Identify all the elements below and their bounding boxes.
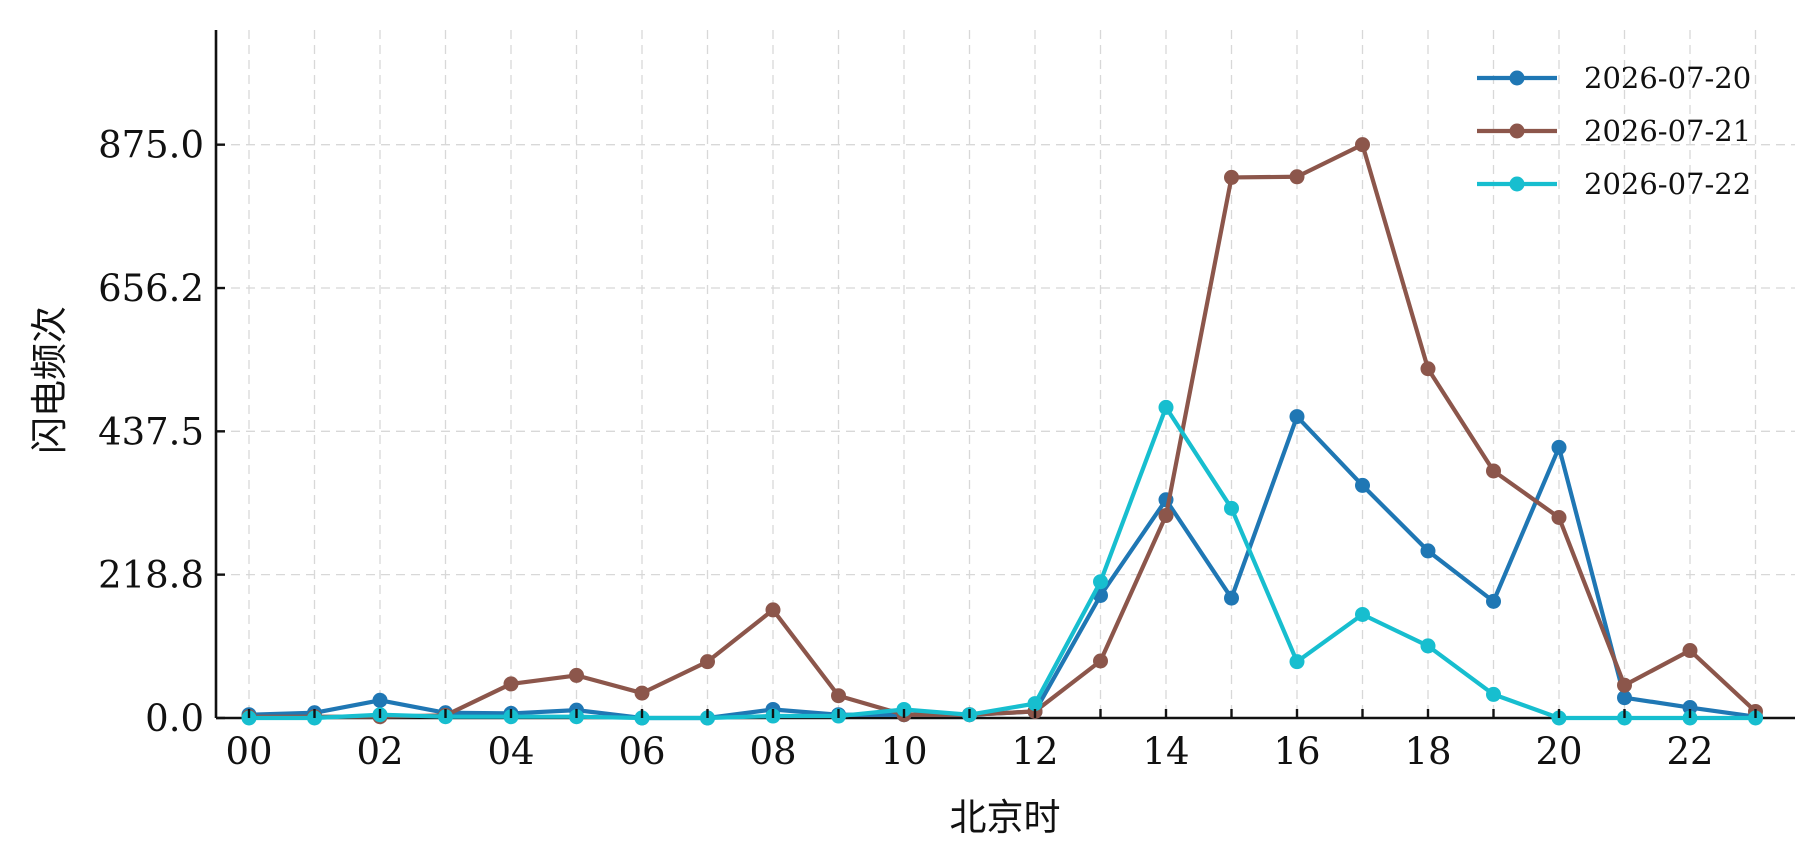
data-point — [503, 676, 519, 692]
data-point — [1486, 463, 1501, 479]
series-line — [249, 142, 1757, 719]
legend-item: 2026-07-22 — [1477, 167, 1751, 201]
legend-marker — [1509, 70, 1525, 86]
x-tick-label: 00 — [225, 730, 272, 773]
data-point — [1224, 500, 1239, 516]
data-point — [634, 685, 650, 701]
data-point — [569, 667, 584, 683]
series-2026-07-21 — [241, 137, 1763, 725]
data-point — [1158, 508, 1174, 524]
data-point — [1682, 643, 1698, 659]
data-point — [1027, 696, 1043, 712]
data-point — [1355, 606, 1370, 622]
data-point — [1158, 399, 1174, 415]
series-line — [248, 414, 1756, 721]
data-point — [1420, 361, 1436, 377]
data-point — [1551, 439, 1567, 455]
x-tick-label: 06 — [618, 730, 665, 773]
x-tick-label: 08 — [749, 730, 796, 773]
x-tick-label: 22 — [1666, 730, 1713, 773]
legend-label: 2026-07-20 — [1584, 61, 1751, 95]
data-point — [700, 654, 715, 670]
x-tick-label: 04 — [487, 730, 534, 773]
series-2026-07-20 — [241, 409, 1763, 726]
y-tick-label: 656.2 — [98, 267, 204, 310]
series-2026-07-22 — [241, 399, 1763, 726]
legend-marker — [1509, 123, 1525, 139]
x-tick-label: 20 — [1535, 730, 1582, 773]
x-tick-label: 12 — [1011, 730, 1058, 773]
data-point — [372, 692, 388, 708]
data-point — [1355, 477, 1370, 493]
data-point — [1617, 677, 1632, 693]
data-point — [1551, 509, 1567, 525]
data-point — [1093, 574, 1108, 590]
x-tick-label: 02 — [356, 730, 403, 773]
data-point — [1617, 690, 1632, 706]
x-axis-title: 北京时 — [950, 796, 1061, 839]
series-line — [249, 405, 1756, 721]
data-point — [1289, 409, 1305, 425]
legend-item: 2026-07-21 — [1477, 114, 1751, 148]
y-tick-label: 875.0 — [98, 124, 204, 167]
data-point — [1355, 137, 1370, 153]
legend-marker — [1509, 176, 1525, 192]
data-point — [1224, 590, 1239, 606]
x-tick-label: 18 — [1404, 730, 1451, 773]
ticks-layer: 0.0 218.8 437.5 656.2 875.0 00 02 04 06 08 10 12 14 1… — [98, 124, 1757, 773]
legend-item: 2026-07-20 — [1477, 61, 1751, 95]
data-point — [1486, 686, 1501, 702]
axes-layer — [214, 30, 1795, 720]
x-tick-label: 10 — [880, 730, 927, 773]
data-point — [1420, 543, 1436, 559]
data-point — [1289, 654, 1305, 670]
grid-layer — [216, 30, 1795, 718]
y-tick-label: 218.8 — [98, 554, 204, 597]
y-tick-label: 437.5 — [98, 410, 204, 453]
data-point — [1682, 700, 1698, 716]
data-point — [1093, 653, 1108, 669]
data-point — [765, 602, 781, 618]
y-axis-title: 闪电频次 — [28, 306, 71, 454]
x-tick-label: 16 — [1273, 730, 1320, 773]
data-point — [1289, 169, 1305, 185]
y-tick-label: 0.0 — [145, 697, 204, 740]
legend-label: 2026-07-22 — [1584, 167, 1751, 201]
legend: 2026-07-20 2026-07-21 2026-07-22 — [1477, 61, 1751, 201]
data-point — [831, 688, 846, 704]
data-point — [1420, 638, 1436, 654]
x-tick-label: 14 — [1142, 730, 1189, 773]
data-point — [1224, 169, 1239, 185]
legend-label: 2026-07-21 — [1584, 114, 1751, 148]
data-point — [1486, 593, 1501, 609]
